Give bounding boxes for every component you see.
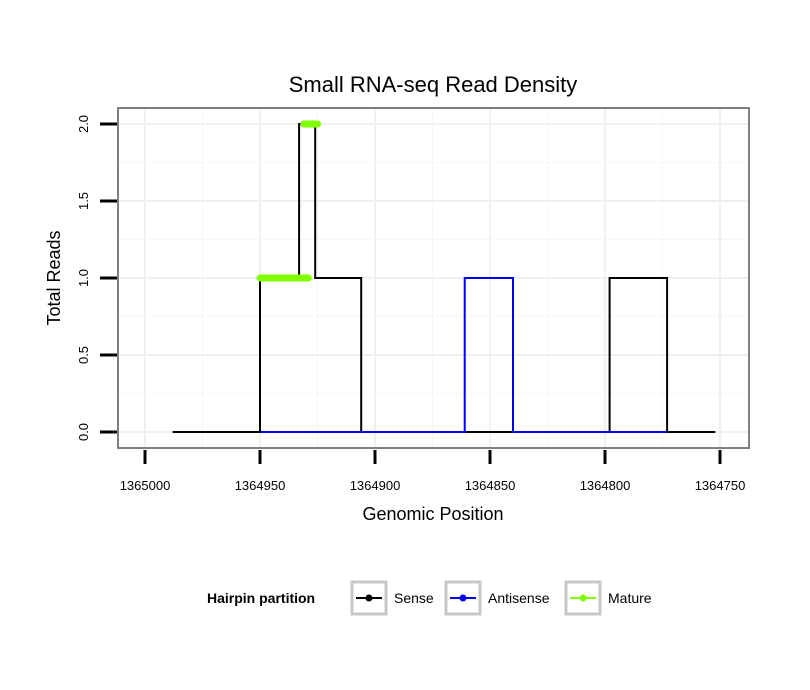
chart-title: Small RNA-seq Read Density bbox=[289, 72, 578, 97]
x-tick-label: 1364800 bbox=[580, 478, 631, 493]
y-axis-label: Total Reads bbox=[44, 230, 64, 325]
legend-label-sense: Sense bbox=[394, 590, 434, 606]
y-tick-label: 1.5 bbox=[76, 192, 91, 210]
legend-point-sense bbox=[365, 594, 373, 602]
legend-label-mature: Mature bbox=[608, 590, 652, 606]
legend-items: Sense Antisense Mature bbox=[350, 580, 652, 616]
legend: Hairpin partition Sense Antisense Mature bbox=[207, 580, 652, 616]
series-layer bbox=[172, 120, 716, 433]
legend-title: Hairpin partition bbox=[207, 590, 315, 606]
x-axis-label: Genomic Position bbox=[362, 504, 503, 524]
x-tick-label: 1364950 bbox=[235, 478, 286, 493]
legend-point-antisense bbox=[459, 594, 467, 602]
y-tick-label: 1.0 bbox=[76, 269, 91, 287]
axes: 1365000 1364950 1364900 1364850 1364800 13647… bbox=[76, 115, 745, 493]
series-line-antisense bbox=[260, 277, 668, 433]
legend-label-antisense: Antisense bbox=[488, 590, 550, 606]
x-tick-label: 1364850 bbox=[465, 478, 516, 493]
y-tick-label: 0.5 bbox=[76, 346, 91, 364]
legend-point-mature bbox=[579, 594, 587, 602]
x-tick-label: 1364900 bbox=[350, 478, 401, 493]
y-tick-label: 2.0 bbox=[76, 115, 91, 133]
x-tick-label: 1365000 bbox=[120, 478, 171, 493]
x-tick-label: 1364750 bbox=[695, 478, 746, 493]
y-tick-label: 0.0 bbox=[76, 423, 91, 441]
